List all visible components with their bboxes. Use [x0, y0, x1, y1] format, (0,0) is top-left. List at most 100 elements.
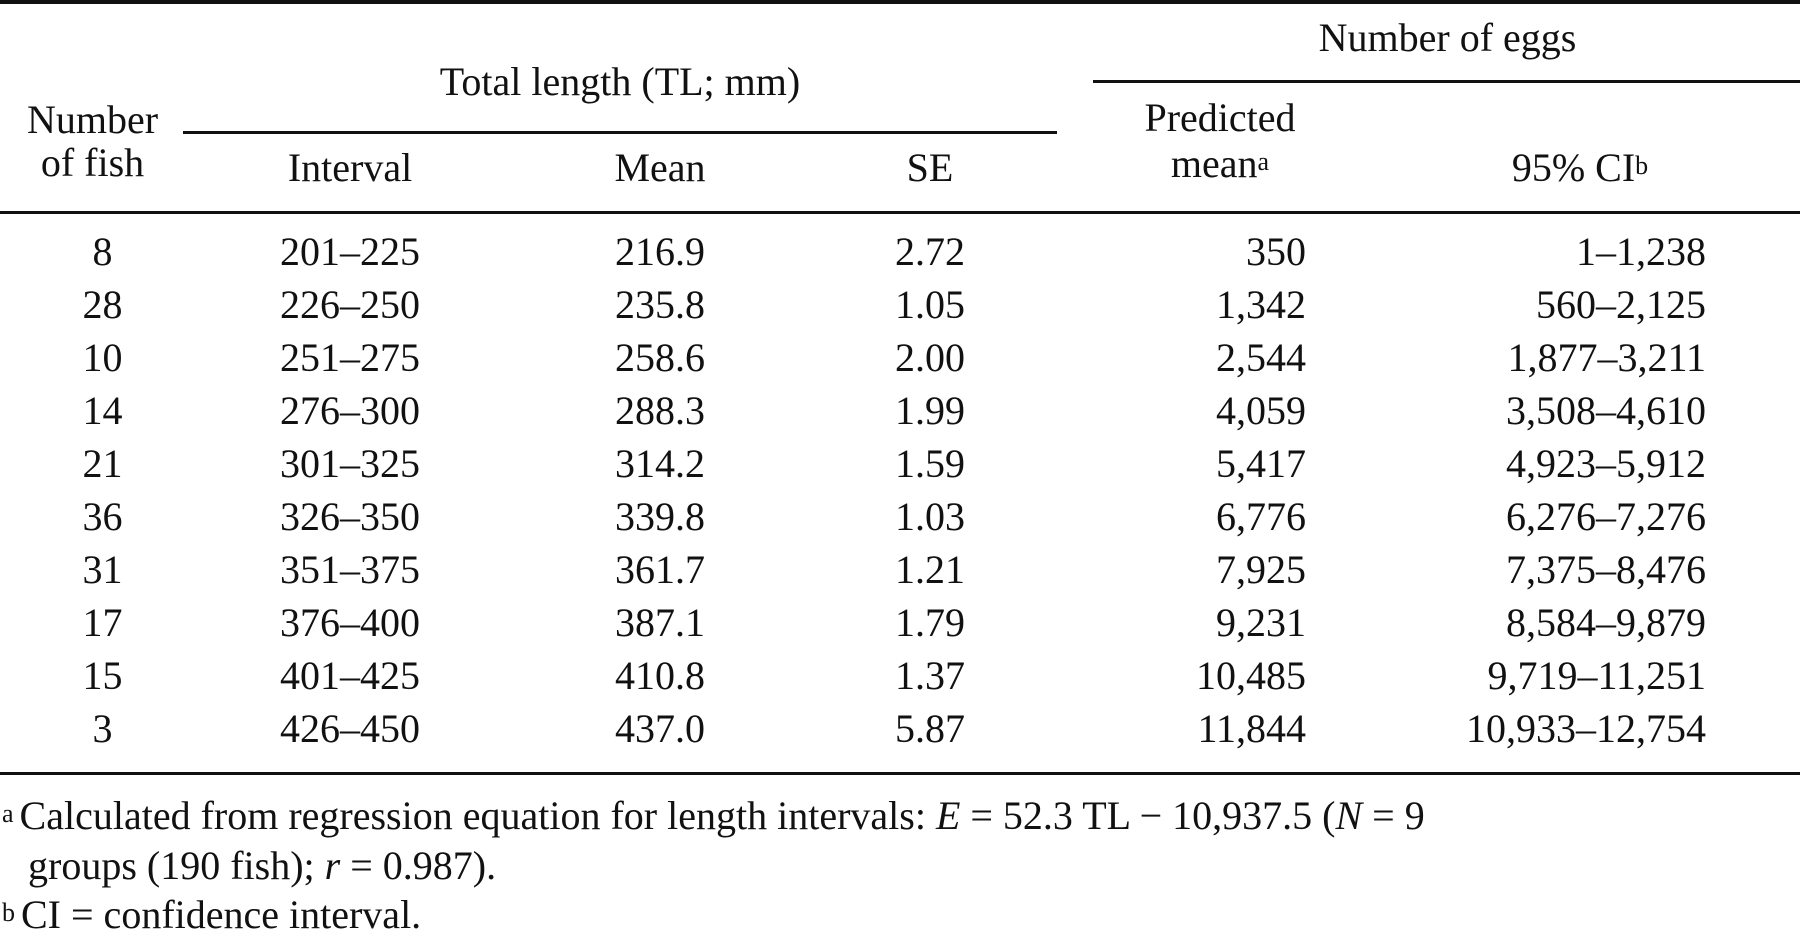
- cell-mean: 314.2: [615, 441, 705, 486]
- cell-predicted-mean: 7,925: [1216, 547, 1306, 592]
- cell-se: 2.72: [895, 229, 965, 274]
- footnote-a-continuation: groups (190 fish); r = 0.987).: [28, 842, 496, 890]
- col-header-number-of-fish-line2: of fish: [40, 140, 145, 185]
- cell-mean: 437.0: [615, 706, 705, 751]
- cell-se: 1.99: [895, 388, 965, 433]
- cell-ci: 3,508–4,610: [1506, 388, 1706, 433]
- footnote-a-variable-n: N: [1335, 793, 1363, 838]
- table-row: 15 401–425 410.8 1.37 10,485 9,719–11,25…: [0, 653, 1800, 699]
- col-header-number-of-fish: Number of fish: [0, 98, 185, 185]
- table-row: 14 276–300 288.3 1.99 4,059 3,508–4,610: [0, 388, 1800, 434]
- col-header-interval: Interval: [287, 145, 413, 190]
- col-header-ci: 95% CIb: [1430, 146, 1730, 190]
- cell-predicted-mean: 9,231: [1216, 600, 1306, 645]
- cell-mean: 288.3: [615, 388, 705, 433]
- cell-mean: 235.8: [615, 282, 705, 327]
- cell-predicted-mean: 4,059: [1216, 388, 1306, 433]
- table-top-rule: [0, 0, 1800, 4]
- cell-number-of-fish: 31: [82, 547, 123, 592]
- cell-se: 1.59: [895, 441, 965, 486]
- col-header-ci-text: 95% CI: [1511, 145, 1636, 190]
- table-row: 8 201–225 216.9 2.72 350 1–1,238: [0, 229, 1800, 275]
- cell-predicted-mean: 350: [1246, 229, 1306, 274]
- footnote-a-line1-suffix: = 9: [1362, 793, 1425, 838]
- cell-predicted-mean: 2,544: [1216, 335, 1306, 380]
- cell-predicted-mean: 6,776: [1216, 494, 1306, 539]
- cell-se: 1.79: [895, 600, 965, 645]
- table-row: 28 226–250 235.8 1.05 1,342 560–2,125: [0, 282, 1800, 328]
- cell-mean: 410.8: [615, 653, 705, 698]
- table-row: 17 376–400 387.1 1.79 9,231 8,584–9,879: [0, 600, 1800, 646]
- cell-mean: 339.8: [615, 494, 705, 539]
- cell-ci: 560–2,125: [1536, 282, 1706, 327]
- cell-number-of-fish: 36: [82, 494, 123, 539]
- cell-interval: 301–325: [280, 441, 420, 486]
- cell-number-of-fish: 3: [92, 706, 113, 751]
- col-header-number-of-fish-line1: Number: [26, 97, 159, 142]
- cell-interval: 426–450: [280, 706, 420, 751]
- col-header-se: SE: [906, 145, 954, 190]
- footnote-a-line1-prefix: Calculated from regression equation for …: [19, 793, 936, 838]
- cell-interval: 201–225: [280, 229, 420, 274]
- table-row: 21 301–325 314.2 1.59 5,417 4,923–5,912: [0, 441, 1800, 487]
- footnote-a: a Calculated from regression equation for…: [2, 792, 1425, 840]
- footnote-a-line2-prefix: groups (190 fish);: [28, 843, 325, 888]
- cell-interval: 401–425: [280, 653, 420, 698]
- cell-number-of-fish: 14: [82, 388, 123, 433]
- footnote-b: b CI = confidence interval.: [2, 891, 421, 939]
- cell-se: 5.87: [895, 706, 965, 751]
- cell-ci: 1,877–3,211: [1507, 335, 1706, 380]
- footnote-a-line2-suffix: = 0.987).: [340, 843, 497, 888]
- eggs-group-rule: [1093, 80, 1800, 83]
- cell-se: 1.21: [895, 547, 965, 592]
- footnote-marker-b: b: [1635, 151, 1649, 180]
- table-bottom-rule: [0, 772, 1800, 775]
- cell-predicted-mean: 5,417: [1216, 441, 1306, 486]
- cell-mean: 387.1: [615, 600, 705, 645]
- cell-se: 1.37: [895, 653, 965, 698]
- cell-interval: 376–400: [280, 600, 420, 645]
- col-header-mean: Mean: [614, 145, 706, 190]
- cell-ci: 1–1,238: [1576, 229, 1706, 274]
- cell-ci: 7,375–8,476: [1506, 547, 1706, 592]
- cell-mean: 361.7: [615, 547, 705, 592]
- group-header-number-of-eggs: Number of eggs: [1318, 15, 1577, 60]
- cell-predicted-mean: 1,342: [1216, 282, 1306, 327]
- cell-number-of-fish: 17: [82, 600, 123, 645]
- cell-number-of-fish: 21: [82, 441, 123, 486]
- cell-interval: 276–300: [280, 388, 420, 433]
- footnote-b-text: CI = confidence interval.: [21, 892, 422, 937]
- footnote-a-marker: a: [2, 799, 14, 828]
- table-row: 3 426–450 437.0 5.87 11,844 10,933–12,75…: [0, 706, 1800, 752]
- col-header-predicted-mean-text: mean: [1170, 141, 1258, 186]
- col-header-predicted-line1: Predicted: [1144, 95, 1296, 140]
- cell-interval: 351–375: [280, 547, 420, 592]
- group-header-total-length: Total length (TL; mm): [439, 59, 801, 104]
- col-header-predicted-line2: meana: [1110, 142, 1330, 186]
- total-length-group-rule: [183, 131, 1057, 134]
- table-row: 36 326–350 339.8 1.03 6,776 6,276–7,276: [0, 494, 1800, 540]
- cell-ci: 9,719–11,251: [1487, 653, 1706, 698]
- cell-predicted-mean: 10,485: [1196, 653, 1306, 698]
- cell-ci: 4,923–5,912: [1506, 441, 1706, 486]
- cell-number-of-fish: 10: [82, 335, 123, 380]
- cell-interval: 251–275: [280, 335, 420, 380]
- cell-se: 1.03: [895, 494, 965, 539]
- footnote-a-variable-e: E: [935, 793, 961, 838]
- cell-mean: 258.6: [615, 335, 705, 380]
- cell-ci: 10,933–12,754: [1466, 706, 1706, 751]
- cell-number-of-fish: 8: [92, 229, 113, 274]
- footnote-b-marker: b: [2, 898, 15, 927]
- cell-interval: 326–350: [280, 494, 420, 539]
- footnote-a-variable-r: r: [324, 843, 341, 888]
- footnote-a-line1-middle: = 52.3 TL − 10,937.5 (: [960, 793, 1336, 838]
- cell-number-of-fish: 28: [82, 282, 123, 327]
- table-row: 31 351–375 361.7 1.21 7,925 7,375–8,476: [0, 547, 1800, 593]
- cell-se: 1.05: [895, 282, 965, 327]
- cell-predicted-mean: 11,844: [1197, 706, 1306, 751]
- footnote-marker-a: a: [1257, 147, 1270, 176]
- col-header-predicted-mean: Predicted meana: [1110, 96, 1330, 186]
- cell-se: 2.00: [895, 335, 965, 380]
- cell-interval: 226–250: [280, 282, 420, 327]
